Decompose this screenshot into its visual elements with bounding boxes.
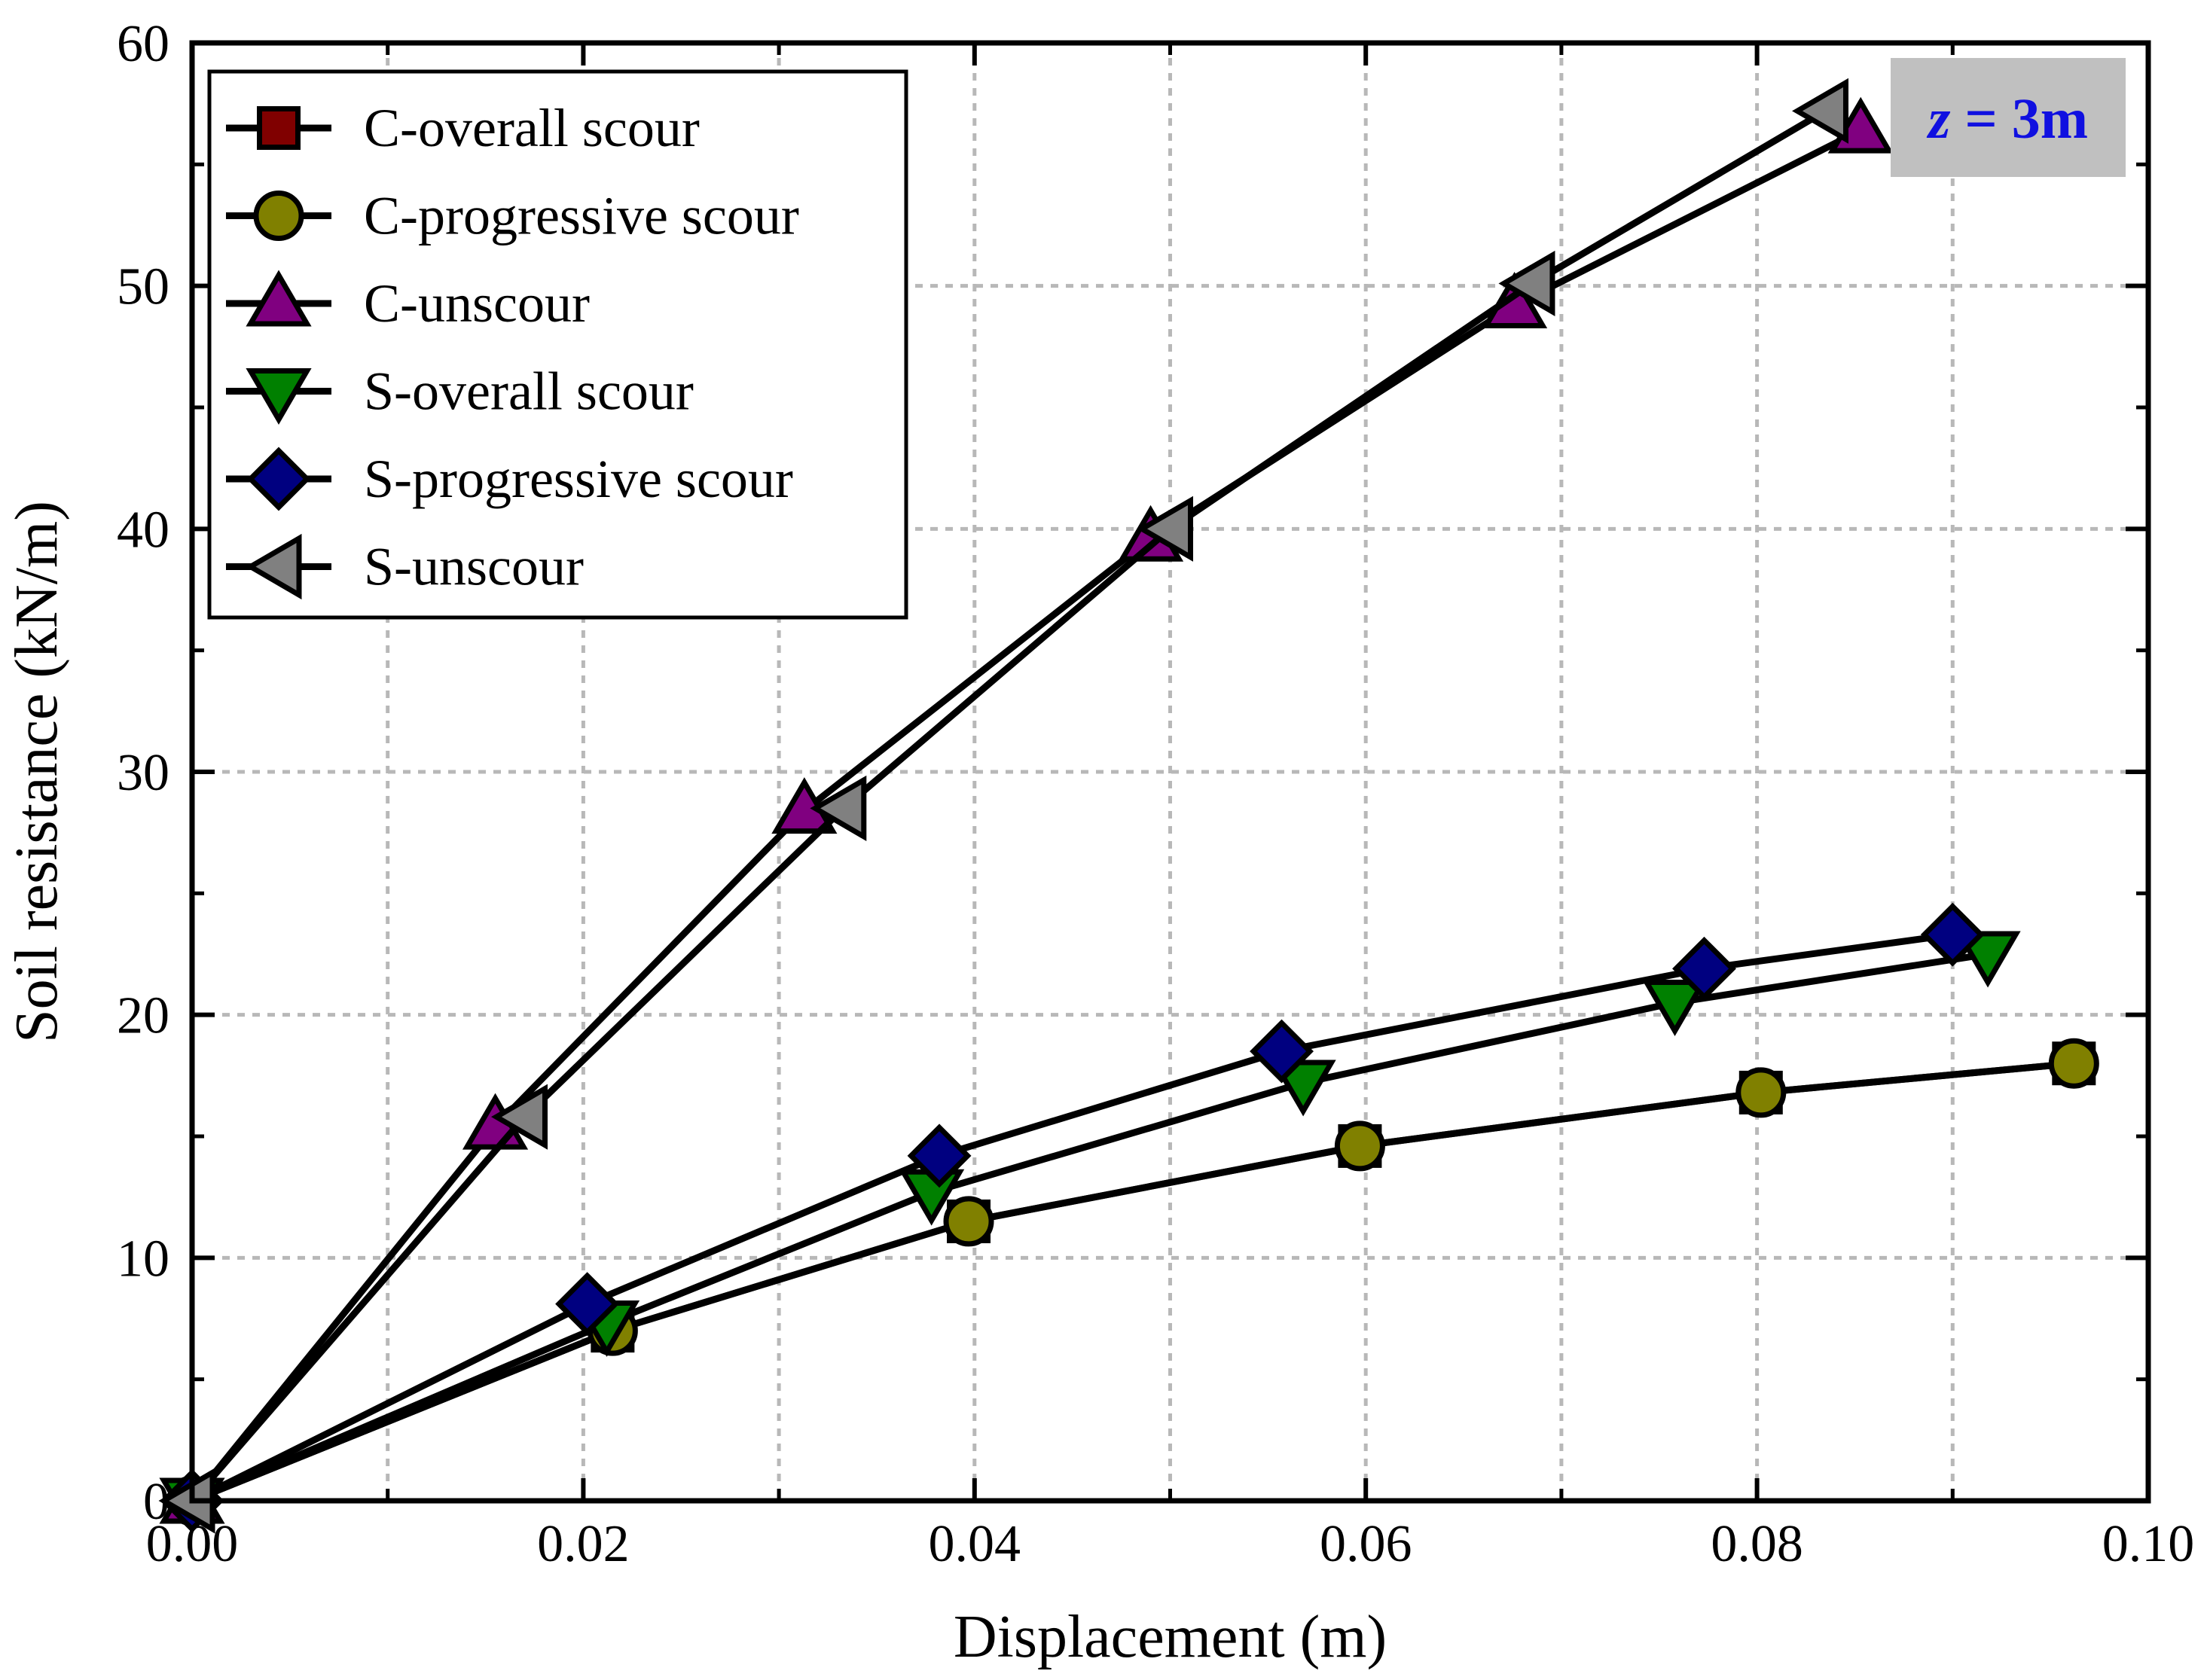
legend-label: C-progressive scour	[364, 186, 799, 246]
data-point-s-unscour	[810, 775, 867, 841]
legend-item-c-progressive-scour: C-progressive scour	[226, 186, 799, 246]
depth-annotation: z = 3m	[1891, 58, 2126, 177]
depth-annotation-variable: z	[1926, 87, 1951, 151]
legend-marker-s-unscour	[245, 533, 302, 600]
x-tick-label: 0.00	[146, 1515, 239, 1573]
y-tick-label: 20	[117, 987, 169, 1045]
series-s-progressive-scour	[160, 902, 1985, 1533]
y-tick-label: 40	[117, 501, 169, 559]
series-s-unscour	[158, 78, 1848, 1534]
data-point-s-progressive-scour	[555, 1272, 620, 1337]
series-line-s-overall-scour	[191, 950, 1989, 1505]
y-tick-label: 60	[117, 15, 169, 73]
legend-label: C-unscour	[364, 273, 590, 334]
legend: C-overall scour C-progressive scour C-unsc…	[207, 69, 908, 620]
data-point-c-progressive-scour	[1735, 1067, 1787, 1118]
data-point-s-progressive-scour	[907, 1124, 972, 1188]
legend-marker-s-progressive-scour	[246, 447, 311, 511]
series-line-c-progressive-scour	[191, 1060, 2074, 1505]
legend-item-s-unscour: S-unscour	[226, 533, 584, 600]
data-point-s-unscour	[491, 1084, 548, 1150]
x-tick-label: 0.02	[537, 1515, 630, 1573]
legend-marker-c-overall-scour	[257, 106, 301, 150]
data-point-s-unscour	[1137, 495, 1193, 562]
axis-ticks	[190, 41, 2151, 1503]
legend-item-s-overall-scour: S-overall scour	[226, 361, 694, 425]
y-tick-label: 10	[117, 1230, 169, 1288]
data-point-c-progressive-scour	[1334, 1121, 1385, 1172]
data-point-c-progressive-scour	[943, 1196, 994, 1247]
y-tick-label: 0	[143, 1473, 169, 1531]
legend-marker-c-progressive-scour	[253, 191, 304, 241]
x-tick-label: 0.04	[929, 1515, 1021, 1573]
x-axis-title: Displacement (m)	[954, 1604, 1387, 1670]
data-point-s-overall-scour	[1955, 931, 2021, 988]
legend-item-c-unscour: C-unscour	[226, 270, 590, 334]
series-line-c-unscour	[189, 127, 1863, 1503]
data-point-s-unscour	[1498, 250, 1555, 317]
data-point-s-progressive-scour	[1920, 902, 1985, 967]
x-tick-label: 0.10	[2102, 1515, 2195, 1573]
depth-annotation-background	[1891, 58, 2126, 177]
legend-label: S-overall scour	[364, 361, 694, 422]
y-axis-title: Soil resistance (kN/m)	[4, 501, 70, 1043]
x-tick-label: 0.08	[1711, 1515, 1803, 1573]
series-line-s-progressive-scour	[190, 931, 1953, 1505]
legend-label: S-progressive scour	[364, 449, 793, 509]
y-tick-label: 30	[117, 744, 169, 802]
x-tick-label: 0.06	[1320, 1515, 1412, 1573]
legend-marker-c-unscour	[246, 270, 312, 327]
depth-annotation-text: z = 3m	[1926, 87, 2088, 151]
y-tick-label: 50	[117, 258, 169, 316]
legend-label: C-overall scour	[364, 98, 700, 158]
data-point-s-progressive-scour	[1250, 1019, 1314, 1084]
data-point-s-overall-scour	[1641, 980, 1708, 1036]
legend-box	[207, 69, 908, 620]
data-point-c-progressive-scour	[2048, 1038, 2099, 1089]
axis-tick-labels: 0.00 0.02 0.04 0.06 0.08 0.10 0 10 20 30 40 50 60	[117, 15, 2194, 1573]
series-line-s-unscour	[189, 108, 1827, 1503]
legend-marker-s-overall-scour	[246, 368, 312, 425]
data-point-s-progressive-scour	[1672, 936, 1736, 1001]
legend-item-s-progressive-scour: S-progressive scour	[226, 447, 793, 511]
legend-item-c-overall-scour: C-overall scour	[226, 98, 700, 158]
legend-label: S-unscour	[364, 537, 584, 597]
depth-annotation-value: = 3m	[1950, 87, 2088, 151]
data-point-s-unscour	[1792, 78, 1848, 144]
